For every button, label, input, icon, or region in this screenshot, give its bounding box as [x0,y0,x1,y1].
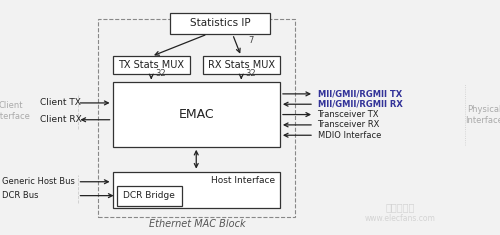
Text: Physical
Interface: Physical Interface [465,105,500,125]
Text: MII/GMII/RGMII RX: MII/GMII/RGMII RX [318,100,402,109]
Text: Statistics IP: Statistics IP [190,19,250,28]
Text: MDIO Interface: MDIO Interface [318,131,381,140]
Text: Client TX: Client TX [40,98,81,107]
Text: Transceiver RX: Transceiver RX [318,120,380,129]
Text: RX Stats MUX: RX Stats MUX [208,60,275,70]
Text: EMAC: EMAC [178,108,214,121]
Text: www.elecfans.com: www.elecfans.com [364,214,436,223]
Text: Host Interface: Host Interface [211,176,275,185]
Text: Client
Interface: Client Interface [0,101,30,121]
Text: MII/GMII/RGMII TX: MII/GMII/RGMII TX [318,89,402,98]
Text: 电子发烧友: 电子发烧友 [386,202,414,212]
FancyBboxPatch shape [202,56,280,74]
Text: TX Stats MUX: TX Stats MUX [118,60,184,70]
FancyBboxPatch shape [116,186,182,206]
FancyBboxPatch shape [170,13,270,34]
Text: 32: 32 [246,69,256,78]
Text: Generic Host Bus: Generic Host Bus [2,177,76,186]
Text: DCR Bus: DCR Bus [2,191,39,200]
Text: Client RX: Client RX [40,115,82,124]
Text: 32: 32 [155,69,166,78]
FancyBboxPatch shape [112,56,190,74]
Text: DCR Bridge: DCR Bridge [123,191,175,200]
FancyBboxPatch shape [112,82,280,147]
Text: Transceiver TX: Transceiver TX [318,110,379,119]
FancyBboxPatch shape [112,172,280,208]
Text: 7: 7 [249,36,254,45]
Text: Ethernet MAC Block: Ethernet MAC Block [149,219,246,229]
